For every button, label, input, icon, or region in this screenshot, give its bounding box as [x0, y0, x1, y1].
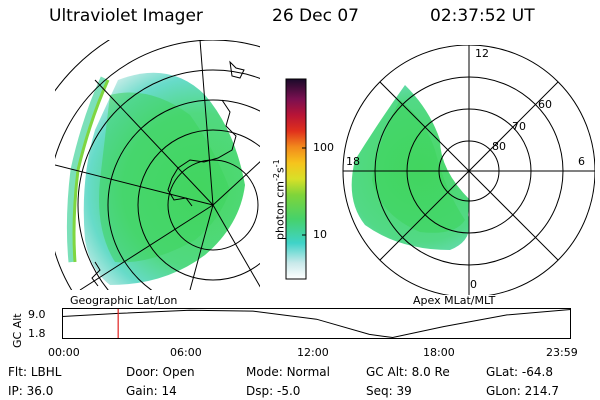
- info-ip: IP: 36.0: [8, 384, 54, 398]
- altitude-plot: [62, 308, 571, 339]
- x-tick-0000: 00:00: [48, 346, 80, 359]
- date-label: 26 Dec 07: [272, 6, 359, 26]
- geographic-grid: [55, 40, 260, 290]
- info-gain: Gain: 14: [126, 384, 177, 398]
- altitude-ytick-max: 9.0: [28, 308, 46, 321]
- apex-map: [342, 45, 595, 295]
- aurora-image-right: [351, 85, 470, 250]
- x-tick-1800: 18:00: [423, 346, 455, 359]
- mlat-label-80: 80: [492, 140, 506, 153]
- info-door: Door: Open: [126, 365, 195, 379]
- mlt-label-0: 0: [470, 278, 477, 291]
- altitude-ytick-min: 1.8: [28, 327, 46, 340]
- x-tick-0600: 06:00: [170, 346, 202, 359]
- info-flt: Flt: LBHL: [8, 365, 62, 379]
- colorbar-tick-100: 100: [313, 141, 334, 154]
- colorbar-tick-10: 10: [313, 228, 327, 241]
- colorbar-unit-label: photon cm-2s-1: [272, 159, 287, 240]
- mlat-label-70: 70: [512, 120, 526, 133]
- mlt-label-12: 12: [475, 47, 489, 60]
- apex-grid: [342, 45, 595, 295]
- apex-map-label: Apex MLat/MLT: [413, 294, 496, 307]
- instrument-title: Ultraviolet Imager: [49, 6, 203, 26]
- altitude-line: [62, 309, 571, 339]
- altitude-plot-frame: [62, 308, 571, 339]
- info-dsp: Dsp: -5.0: [246, 384, 301, 398]
- info-seq: Seq: 39: [366, 384, 412, 398]
- x-tick-1200: 12:00: [297, 346, 329, 359]
- info-glon: GLon: 214.7: [486, 384, 559, 398]
- x-tick-2359: 23:59: [546, 346, 578, 359]
- colorbar: [285, 78, 307, 280]
- info-gc-alt: GC Alt: 8.0 Re: [366, 365, 450, 379]
- info-glat: GLat: -64.8: [486, 365, 553, 379]
- time-label: 02:37:52 UT: [430, 6, 535, 26]
- geographic-map-label: Geographic Lat/Lon: [70, 294, 178, 307]
- mlat-label-60: 60: [538, 98, 552, 111]
- altitude-ylabel: GC Alt: [11, 313, 24, 348]
- mlt-label-6: 6: [578, 155, 585, 168]
- mlt-label-18: 18: [346, 155, 360, 168]
- geographic-map: [55, 40, 260, 290]
- coastlines: [91, 60, 245, 287]
- aurora-image-left: [66, 72, 245, 286]
- info-mode: Mode: Normal: [246, 365, 330, 379]
